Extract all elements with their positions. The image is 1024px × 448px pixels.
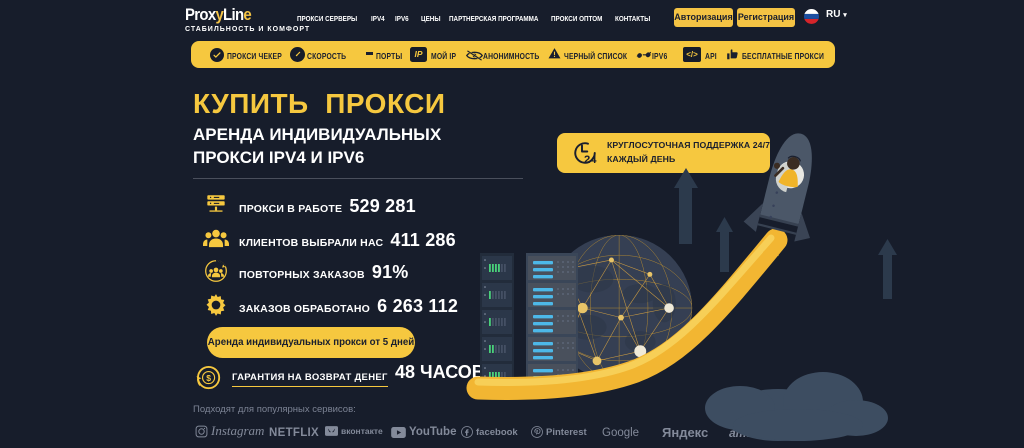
svg-text:$: $	[206, 373, 211, 383]
